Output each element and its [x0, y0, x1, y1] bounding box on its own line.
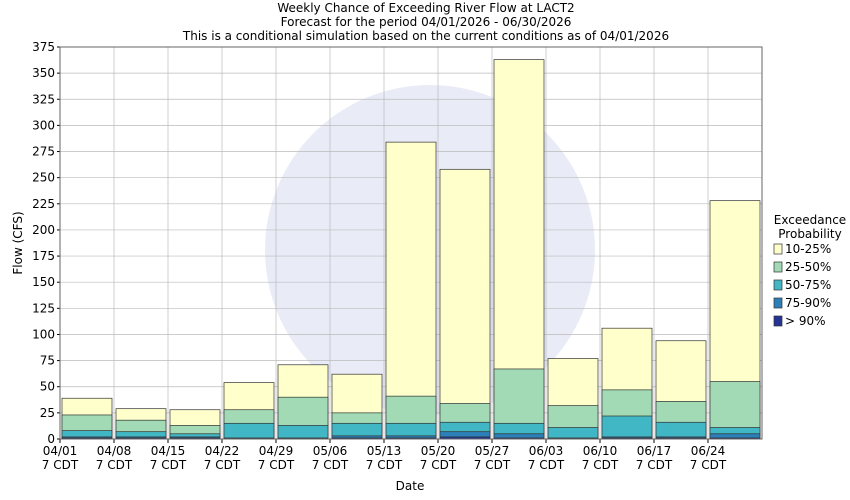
x-tick-label: 04/01	[43, 444, 78, 458]
bar	[385, 141, 437, 440]
y-tick-label: 25	[40, 406, 55, 420]
x-tick-label: 7 CDT	[582, 458, 619, 472]
bar	[439, 168, 491, 440]
y-tick-label: 150	[32, 275, 55, 289]
chart-title: Weekly Chance of Exceeding River Flow at…	[277, 1, 574, 15]
legend-label: > 90%	[785, 314, 826, 328]
chart-subtitle: This is a conditional simulation based o…	[182, 29, 669, 43]
legend-swatch	[773, 315, 783, 327]
x-tick-label: 7 CDT	[204, 458, 241, 472]
x-tick-label: 7 CDT	[474, 458, 511, 472]
y-tick-label: 275	[32, 145, 55, 159]
legend-label: 25-50%	[785, 260, 831, 274]
y-tick-label: 225	[32, 197, 55, 211]
y-tick-label: 200	[32, 223, 55, 237]
x-tick-label: 04/08	[97, 444, 132, 458]
legend-swatch	[773, 297, 783, 309]
x-tick-label: 05/27	[475, 444, 510, 458]
x-tick-label: 7 CDT	[96, 458, 133, 472]
x-tick-label: 7 CDT	[312, 458, 349, 472]
legend-label: 10-25%	[785, 242, 831, 256]
y-tick-label: 350	[32, 66, 55, 80]
bar	[547, 427, 599, 440]
y-tick-label: 125	[32, 301, 55, 315]
x-tick-label: 04/15	[151, 444, 186, 458]
x-axis-label: Date	[396, 479, 425, 493]
x-tick-label: 06/24	[691, 444, 726, 458]
x-tick-label: 7 CDT	[258, 458, 295, 472]
y-tick-label: 250	[32, 171, 55, 185]
x-tick-label: 7 CDT	[528, 458, 565, 472]
y-tick-label: 50	[40, 380, 55, 394]
y-tick-label: 100	[32, 327, 55, 341]
y-tick-label: 300	[32, 118, 55, 132]
y-tick-label: 325	[32, 92, 55, 106]
legend-swatch	[773, 279, 783, 291]
x-tick-label: 06/10	[583, 444, 618, 458]
x-tick-label: 05/13	[367, 444, 402, 458]
bar	[223, 422, 275, 440]
legend-title: Probability	[778, 227, 841, 241]
legend-label: 50-75%	[785, 278, 831, 292]
legend-title: Exceedance	[774, 213, 846, 227]
y-tick-label: 375	[32, 40, 55, 54]
bar	[655, 421, 707, 440]
y-axis-label: Flow (CFS)	[11, 211, 25, 274]
plot-frame	[59, 46, 763, 440]
x-tick-label: 7 CDT	[420, 458, 457, 472]
x-tick-label: 06/17	[637, 444, 672, 458]
x-tick-label: 7 CDT	[150, 458, 187, 472]
y-tick-label: 75	[40, 354, 55, 368]
x-tick-label: 05/20	[421, 444, 456, 458]
y-tick-label: 175	[32, 249, 55, 263]
legend-label: 75-90%	[785, 296, 831, 310]
x-tick-label: 7 CDT	[42, 458, 79, 472]
x-tick-label: 7 CDT	[690, 458, 727, 472]
x-tick-label: 7 CDT	[636, 458, 673, 472]
x-tick-label: 04/29	[259, 444, 294, 458]
y-tick-label: 0	[47, 432, 55, 446]
bar	[601, 415, 653, 440]
legend-swatch	[773, 261, 783, 273]
bar	[277, 425, 329, 440]
x-tick-label: 06/03	[529, 444, 564, 458]
x-tick-label: 7 CDT	[366, 458, 403, 472]
legend-swatch	[773, 243, 783, 255]
x-tick-label: 04/22	[205, 444, 240, 458]
chart-subtitle: Forecast for the period 04/01/2026 - 06/…	[281, 15, 572, 29]
x-tick-label: 05/06	[313, 444, 348, 458]
